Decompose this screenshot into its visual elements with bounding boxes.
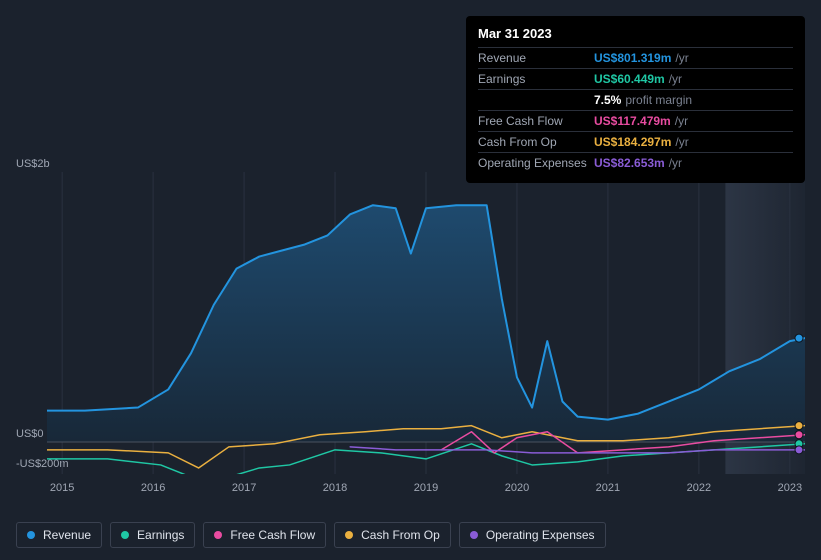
legend-dot-icon: [345, 531, 353, 539]
tooltip-row-label: Cash From Op: [478, 135, 594, 149]
tooltip-row: RevenueUS$801.319m/yr: [478, 47, 793, 68]
x-axis-label: 2023: [778, 482, 802, 494]
legend-label: Operating Expenses: [486, 528, 595, 542]
y-axis-label: US$2b: [16, 158, 50, 170]
x-axis-label: 2016: [141, 482, 165, 494]
x-axis-label: 2020: [505, 482, 529, 494]
legend-dot-icon: [470, 531, 478, 539]
tooltip-row-label: Revenue: [478, 51, 594, 65]
series-end-dot: [795, 422, 803, 430]
series-end-dot: [795, 334, 803, 342]
x-axis-label: 2021: [596, 482, 620, 494]
x-axis-label: 2017: [232, 482, 256, 494]
tooltip-row: Operating ExpensesUS$82.653m/yr: [478, 152, 793, 173]
legend-label: Earnings: [137, 528, 184, 542]
tooltip-row-value: US$184.297m: [594, 135, 671, 149]
tooltip-row: Cash From OpUS$184.297m/yr: [478, 131, 793, 152]
tooltip-row-suffix: /yr: [675, 135, 688, 149]
tooltip-row-label: Earnings: [478, 72, 594, 86]
legend-label: Cash From Op: [361, 528, 440, 542]
tooltip-row-value: 7.5%: [594, 93, 621, 107]
tooltip-row-value: US$82.653m: [594, 156, 665, 170]
plot-area: [47, 172, 805, 474]
legend-item-free_cash_flow[interactable]: Free Cash Flow: [203, 522, 326, 548]
series-end-dot: [795, 446, 803, 454]
tooltip-row-suffix: /yr: [669, 72, 682, 86]
legend-dot-icon: [121, 531, 129, 539]
chart-tooltip: Mar 31 2023 RevenueUS$801.319m/yrEarning…: [466, 16, 805, 183]
x-axis-label: 2019: [414, 482, 438, 494]
tooltip-row: 7.5% profit margin: [478, 89, 793, 110]
tooltip-row-value: US$801.319m: [594, 51, 671, 65]
legend-label: Revenue: [43, 528, 91, 542]
tooltip-row-suffix: /yr: [675, 114, 688, 128]
tooltip-row-label: Operating Expenses: [478, 156, 594, 170]
legend-item-revenue[interactable]: Revenue: [16, 522, 102, 548]
tooltip-row: EarningsUS$60.449m/yr: [478, 68, 793, 89]
x-axis-label: 2022: [687, 482, 711, 494]
x-axis-label: 2018: [323, 482, 347, 494]
tooltip-row-suffix: /yr: [669, 156, 682, 170]
series-end-dot: [795, 431, 803, 439]
revenue-area: [47, 205, 805, 442]
chart-legend: Revenue Earnings Free Cash Flow Cash From O…: [16, 522, 606, 548]
x-axis-label: 2015: [50, 482, 74, 494]
legend-label: Free Cash Flow: [230, 528, 315, 542]
tooltip-row-suffix: /yr: [675, 51, 688, 65]
legend-item-earnings[interactable]: Earnings: [110, 522, 195, 548]
legend-dot-icon: [27, 531, 35, 539]
y-axis-label: US$0: [16, 428, 44, 440]
legend-item-cash_from_op[interactable]: Cash From Op: [334, 522, 451, 548]
x-axis: 2015 2016 2017 2018 2019 2020 2021 2022 2023: [47, 482, 805, 502]
legend-item-operating_expenses[interactable]: Operating Expenses: [459, 522, 606, 548]
tooltip-row-value: US$117.479m: [594, 114, 671, 128]
tooltip-row-value: US$60.449m: [594, 72, 665, 86]
legend-dot-icon: [214, 531, 222, 539]
tooltip-row: Free Cash FlowUS$117.479m/yr: [478, 110, 793, 131]
tooltip-row-label: Free Cash Flow: [478, 114, 594, 128]
tooltip-row-suffix: profit margin: [625, 93, 692, 107]
tooltip-date: Mar 31 2023: [478, 26, 793, 47]
